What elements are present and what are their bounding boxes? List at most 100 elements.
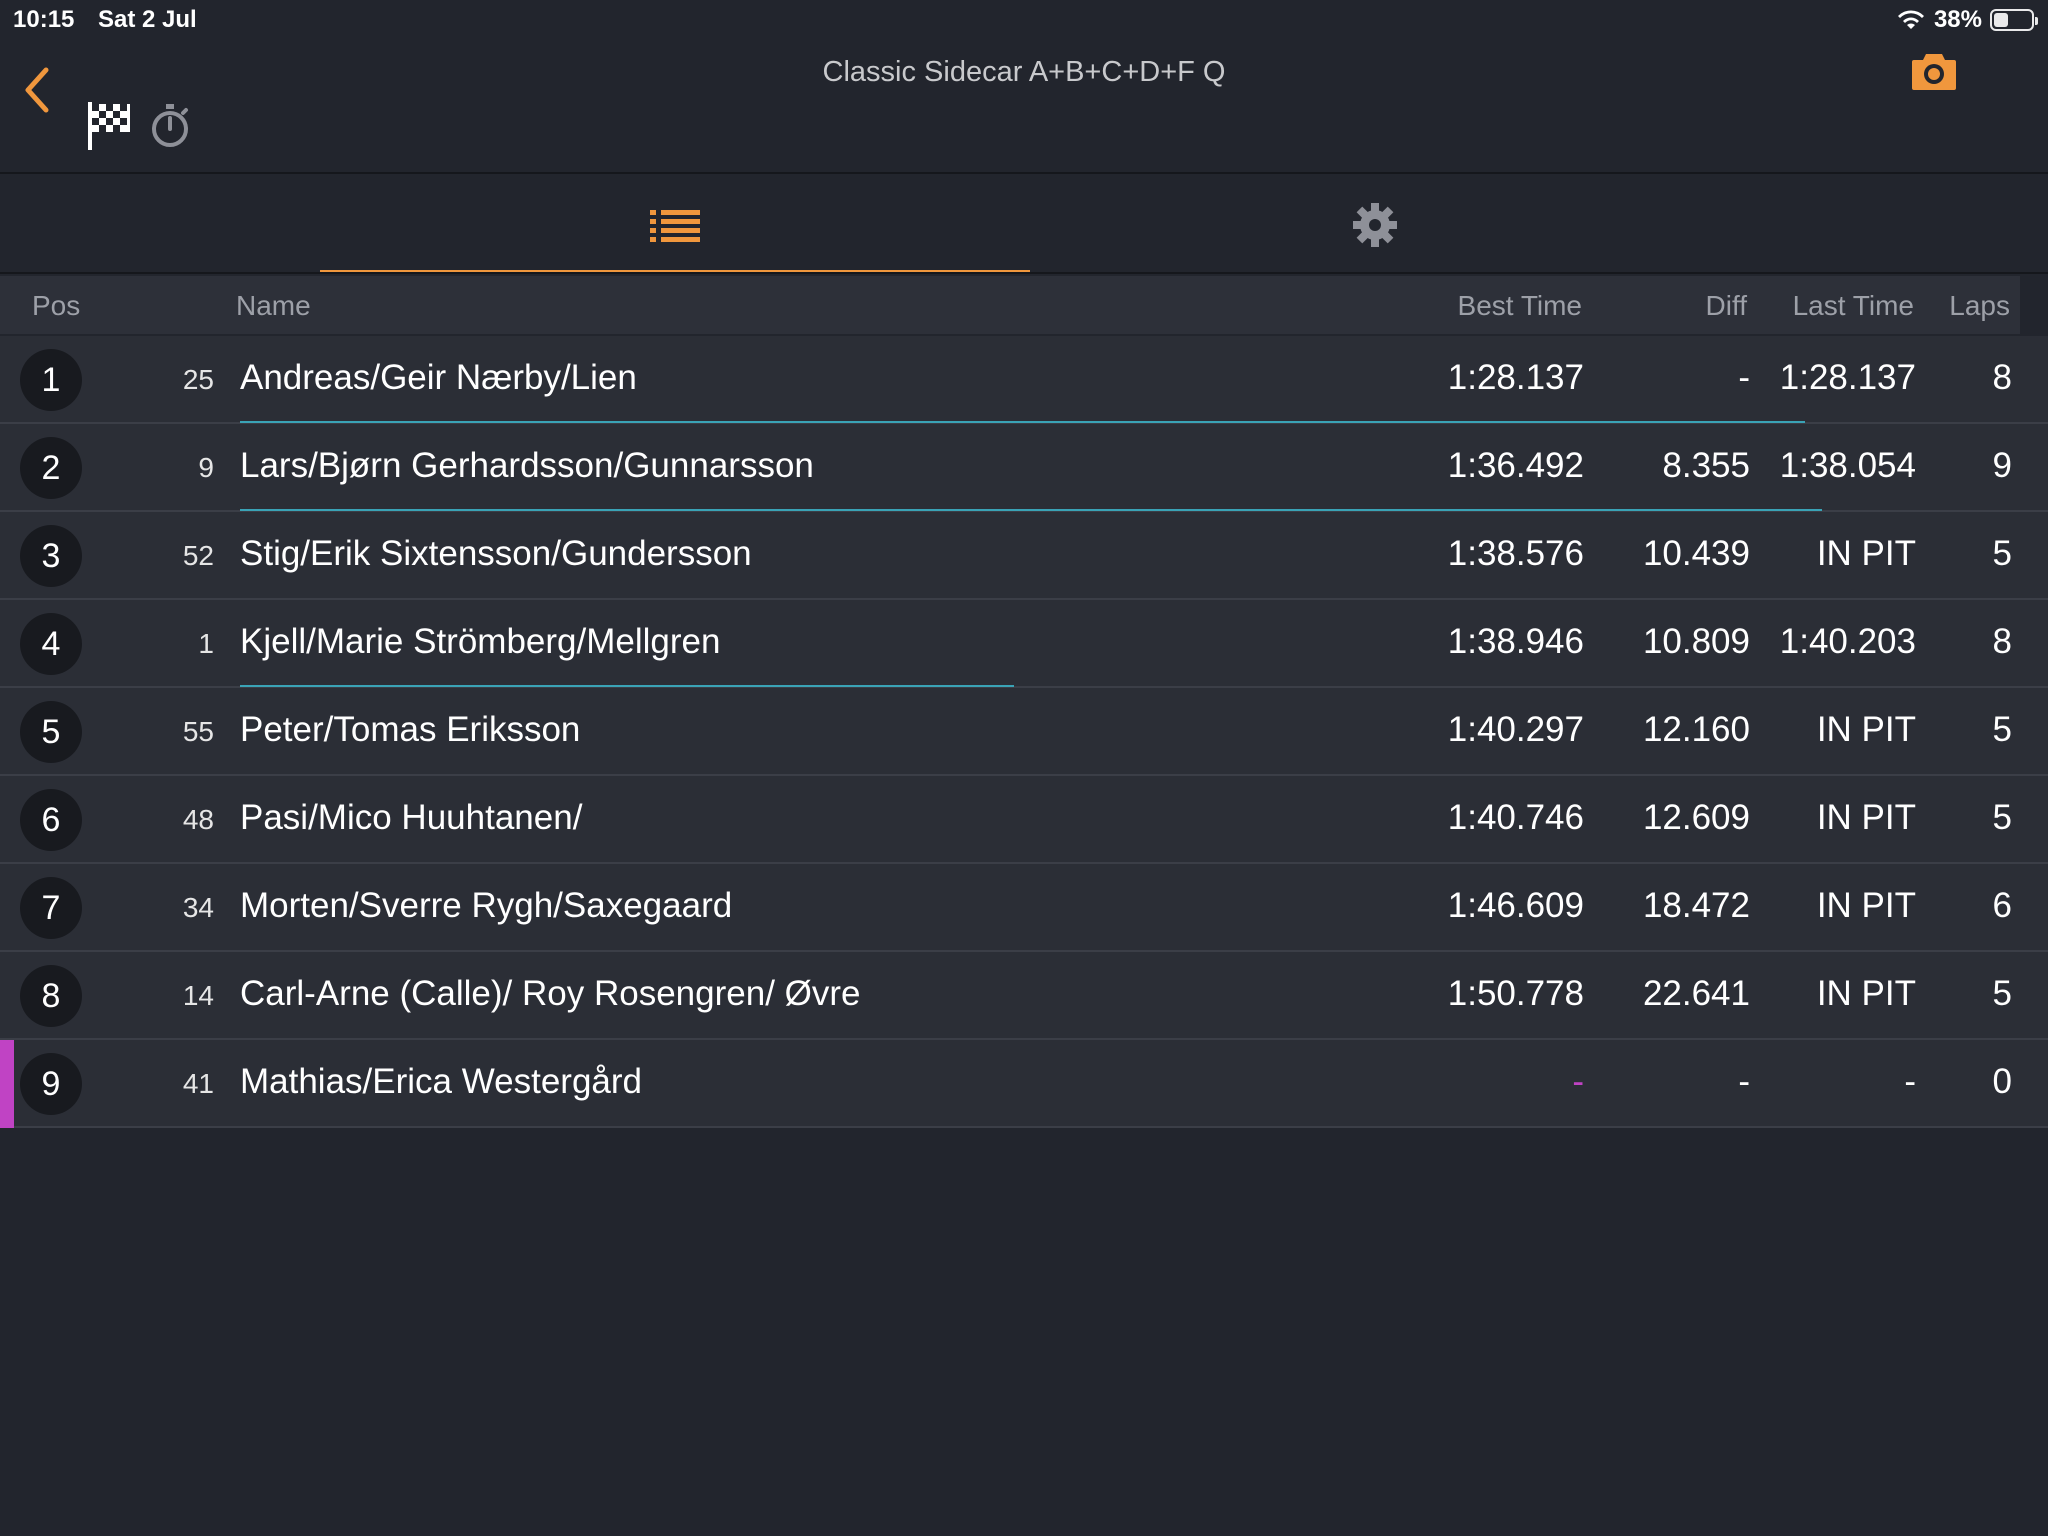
lap-count: 8 xyxy=(1992,622,2012,661)
col-last[interactable]: Last Time xyxy=(1792,290,1914,321)
race-number: 34 xyxy=(182,892,214,923)
driver-name: Andreas/Geir Nærby/Lien xyxy=(240,358,637,397)
race-number: 9 xyxy=(198,452,214,483)
row-accent-marker xyxy=(0,1040,14,1128)
table-row[interactable]: 6 48 Pasi/Mico Huuhtanen/1:40.746 12.609 IN … xyxy=(0,776,2048,864)
driver-name: Peter/Tomas Eriksson xyxy=(240,710,581,749)
lap-count: 5 xyxy=(1992,534,2012,573)
lap-count: 9 xyxy=(1992,446,2012,485)
stopwatch-icon[interactable] xyxy=(148,102,192,150)
wifi-icon xyxy=(1897,10,1924,29)
lap-progress-bar xyxy=(240,685,1014,687)
list-icon xyxy=(650,210,700,242)
last-time: 1:40.203 xyxy=(1779,622,1916,661)
position-badge: 4 xyxy=(20,613,82,675)
position-badge: 1 xyxy=(20,349,82,411)
time-diff: 8.355 xyxy=(1662,446,1750,485)
gear-icon xyxy=(1353,203,1397,247)
tab-divider xyxy=(0,272,2048,274)
last-time: IN PIT xyxy=(1816,974,1916,1013)
lap-count: 5 xyxy=(1992,974,2012,1013)
driver-name: Mathias/Erica Westergård xyxy=(240,1062,643,1101)
table-row[interactable]: 2 9 Lars/Bjørn Gerhardsson/Gunnarsson 1:36.… xyxy=(0,424,2048,512)
last-time: - xyxy=(1904,1062,1916,1101)
lap-count: 8 xyxy=(1992,358,2012,397)
race-number: 52 xyxy=(182,540,214,571)
table-row[interactable]: 8 14 Carl-Arne (Calle)/ Roy Rosengren/ Øvr… xyxy=(0,952,2048,1040)
col-name[interactable]: Name xyxy=(236,290,311,321)
driver-name: Lars/Bjørn Gerhardsson/Gunnarsson xyxy=(240,446,814,485)
table-row[interactable]: 5 55 Peter/Tomas Eriksson 1:40.297 12.160 IN … xyxy=(0,688,2048,776)
time-diff: 22.641 xyxy=(1642,974,1750,1013)
last-time: IN PIT xyxy=(1816,886,1916,925)
scrollbar-track[interactable] xyxy=(2020,276,2048,334)
race-number: 48 xyxy=(182,804,214,835)
tab-results-list[interactable] xyxy=(320,176,1030,274)
app-header: Classic Sidecar A+B+C+D+F Q xyxy=(0,40,2048,174)
time-diff: - xyxy=(1738,1062,1750,1101)
col-diff[interactable]: Diff xyxy=(1705,290,1748,321)
lap-count: 0 xyxy=(1992,1062,2012,1101)
last-time: 1:38.054 xyxy=(1779,446,1916,485)
col-laps[interactable]: Laps xyxy=(1949,290,2010,321)
status-right: 38% xyxy=(1896,6,2038,34)
position-badge: 7 xyxy=(20,877,82,939)
lap-count: 5 xyxy=(1992,798,2012,837)
best-time: 1:38.576 xyxy=(1447,534,1584,573)
best-time: - xyxy=(1572,1062,1584,1101)
battery-level xyxy=(1994,13,2008,27)
driver-name: Morten/Sverre Rygh/Saxegaard xyxy=(240,886,733,925)
last-time: 1:28.137 xyxy=(1779,358,1916,397)
page-title: Classic Sidecar A+B+C+D+F Q xyxy=(822,56,1226,88)
time-diff: 12.160 xyxy=(1642,710,1750,749)
table-row[interactable]: 9 41 Mathias/Erica Westergård - - - 0 xyxy=(0,1040,2048,1128)
col-pos[interactable]: Pos xyxy=(32,290,81,321)
position-badge: 3 xyxy=(20,525,82,587)
last-time: IN PIT xyxy=(1816,710,1916,749)
best-time: 1:40.297 xyxy=(1447,710,1584,749)
last-time: IN PIT xyxy=(1816,534,1916,573)
checkered-flag-icon[interactable] xyxy=(86,100,134,152)
driver-name: Pasi/Mico Huuhtanen/ xyxy=(240,798,583,837)
table-row[interactable]: 1 25 Andreas/Geir Nærby/Lien 1:28.137-1:28.… xyxy=(0,336,2048,424)
lap-progress-bar xyxy=(240,509,1822,511)
position-badge: 6 xyxy=(20,789,82,851)
position-badge: 5 xyxy=(20,701,82,763)
time-diff: 12.609 xyxy=(1642,798,1750,837)
table-header: Pos Name Best Time Diff Last Time Laps xyxy=(0,276,2020,334)
battery-icon xyxy=(1990,9,2038,31)
table-row[interactable]: 3 52 Stig/Erik Sixtensson/Gundersson 1:38.5… xyxy=(0,512,2048,600)
best-time: 1:40.746 xyxy=(1447,798,1584,837)
position-badge: 8 xyxy=(20,965,82,1027)
time-diff: 10.809 xyxy=(1642,622,1750,661)
best-time: 1:28.137 xyxy=(1447,358,1584,397)
driver-name: Stig/Erik Sixtensson/Gundersson xyxy=(240,534,752,573)
time-diff: 10.439 xyxy=(1642,534,1750,573)
race-number: 25 xyxy=(182,364,214,395)
lap-count: 6 xyxy=(1992,886,2012,925)
time-diff: - xyxy=(1738,358,1750,397)
table-row[interactable]: 7 34 Morten/Sverre Rygh/Saxegaard 1:46.609 1… xyxy=(0,864,2048,952)
race-number: 41 xyxy=(182,1068,214,1099)
position-badge: 2 xyxy=(20,437,82,499)
last-time: IN PIT xyxy=(1816,798,1916,837)
driver-name: Kjell/Marie Strömberg/Mellgren xyxy=(240,622,721,661)
back-chevron-icon[interactable] xyxy=(18,60,58,120)
race-number: 55 xyxy=(182,716,214,747)
table-row[interactable]: 4 1 Kjell/Marie Strömberg/Mellgren 1:38.946… xyxy=(0,600,2048,688)
status-time: 10:15 xyxy=(13,6,75,33)
status-date: Sat 2 Jul xyxy=(98,6,197,33)
race-number: 14 xyxy=(182,980,214,1011)
race-number: 1 xyxy=(198,628,214,659)
results-table: 1 25 Andreas/Geir Nærby/Lien 1:28.137-1:28.… xyxy=(0,336,2048,1128)
best-time: 1:46.609 xyxy=(1447,886,1584,925)
status-bar: 10:15 Sat 2 Jul 38% xyxy=(0,0,2048,40)
best-time: 1:50.778 xyxy=(1447,974,1584,1013)
tab-settings[interactable] xyxy=(1020,176,1730,274)
lap-progress-bar xyxy=(240,421,1805,423)
best-time: 1:38.946 xyxy=(1447,622,1584,661)
col-best[interactable]: Best Time xyxy=(1457,290,1582,321)
lap-count: 5 xyxy=(1992,710,2012,749)
time-diff: 18.472 xyxy=(1642,886,1750,925)
camera-icon[interactable] xyxy=(1910,50,1958,92)
